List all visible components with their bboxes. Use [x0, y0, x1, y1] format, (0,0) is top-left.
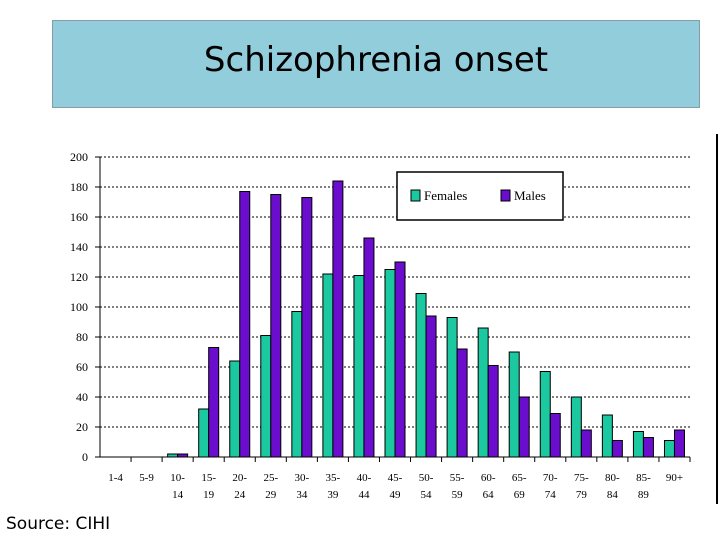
bar-females [477, 327, 489, 458]
legend-label-males: Males [514, 188, 546, 203]
x-tick-label: 84 [607, 489, 619, 501]
y-tick-label: 180 [70, 180, 88, 194]
bar-males [642, 437, 654, 458]
bar-males [394, 261, 406, 458]
x-tick-label: 65- [512, 472, 527, 484]
x-tick-label: 5-9 [139, 472, 154, 484]
x-tick-label: 1-4 [108, 472, 123, 484]
x-tick-label: 45- [388, 472, 403, 484]
x-tick-label: 19 [203, 489, 215, 501]
x-tick-label: 20- [232, 472, 247, 484]
x-tick-label: 89 [638, 489, 650, 501]
x-tick-label: 30- [295, 472, 310, 484]
x-tick-label: 34 [296, 489, 308, 501]
x-tick-label: 64 [483, 489, 495, 501]
y-tick-label: 200 [70, 150, 88, 164]
y-tick-label: 40 [76, 390, 88, 404]
bar-females [632, 431, 644, 458]
bar-females [353, 275, 365, 458]
bar-males [549, 413, 561, 458]
x-tick-label: 10- [170, 472, 185, 484]
x-tick-label: 80- [605, 472, 620, 484]
bar-males [177, 453, 189, 458]
legend-label-females: Females [424, 188, 467, 203]
source-note: Source: CIHI [6, 514, 111, 534]
bar-males [270, 194, 282, 458]
bar-males [611, 440, 623, 458]
bar-males [487, 365, 499, 458]
x-tick-label: 15- [201, 472, 216, 484]
bar-males [239, 191, 251, 458]
x-tick-label: 44 [358, 489, 370, 501]
title-banner: Schizophrenia onset [52, 20, 700, 108]
bar-females [539, 371, 551, 458]
bar-males [208, 347, 220, 458]
y-tick-label: 120 [70, 270, 88, 284]
bar-females [601, 414, 613, 458]
x-tick-label: 50- [419, 472, 434, 484]
x-tick-label: 40- [357, 472, 372, 484]
bar-males [425, 315, 437, 458]
x-tick-label: 14 [172, 489, 184, 501]
bar-females [663, 440, 675, 458]
y-tick-label: 100 [70, 300, 88, 314]
chart-right-border [716, 134, 718, 504]
slide-title: Schizophrenia onset [203, 40, 549, 80]
bar-males [580, 429, 592, 458]
y-tick-label: 0 [82, 450, 88, 464]
x-tick-label: 79 [576, 489, 588, 501]
bar-males [518, 396, 530, 458]
bar-females [322, 273, 334, 458]
bar-females [446, 317, 458, 458]
x-tick-label: 35- [326, 472, 341, 484]
bar-males [673, 429, 685, 458]
bar-males [301, 197, 313, 458]
x-tick-label: 70- [543, 472, 558, 484]
x-tick-label: 24 [234, 489, 246, 501]
bar-females [384, 269, 396, 458]
x-tick-label: 90+ [666, 472, 683, 484]
x-tick-label: 29 [265, 489, 277, 501]
bar-females [198, 408, 210, 458]
legend-swatch-males [500, 189, 511, 202]
legend-box [396, 171, 564, 221]
bar-females [291, 311, 303, 458]
x-tick-label: 60- [481, 472, 496, 484]
bar-males [456, 348, 468, 458]
y-tick-label: 80 [76, 330, 88, 344]
y-tick-label: 160 [70, 210, 88, 224]
x-tick-label: 59 [452, 489, 464, 501]
x-tick-label: 49 [390, 489, 402, 501]
bar-females [570, 396, 582, 458]
bar-females [167, 453, 179, 458]
x-tick-label: 74 [545, 489, 557, 501]
bar-females [508, 351, 520, 458]
x-tick-label: 25- [263, 472, 278, 484]
x-tick-label: 69 [514, 489, 526, 501]
legend-swatch-females [410, 189, 421, 202]
bar-females [415, 293, 427, 458]
x-tick-label: 54 [421, 489, 433, 501]
y-tick-label: 60 [76, 360, 88, 374]
bar-females [229, 360, 241, 458]
x-tick-label: 85- [636, 472, 651, 484]
x-tick-label: 39 [327, 489, 339, 501]
x-tick-label: 75- [574, 472, 589, 484]
y-tick-label: 20 [76, 420, 88, 434]
x-tick-label: 55- [450, 472, 465, 484]
y-tick-label: 140 [70, 240, 88, 254]
bar-males [363, 237, 375, 458]
bar-females [260, 335, 272, 458]
bar-males [332, 180, 344, 458]
